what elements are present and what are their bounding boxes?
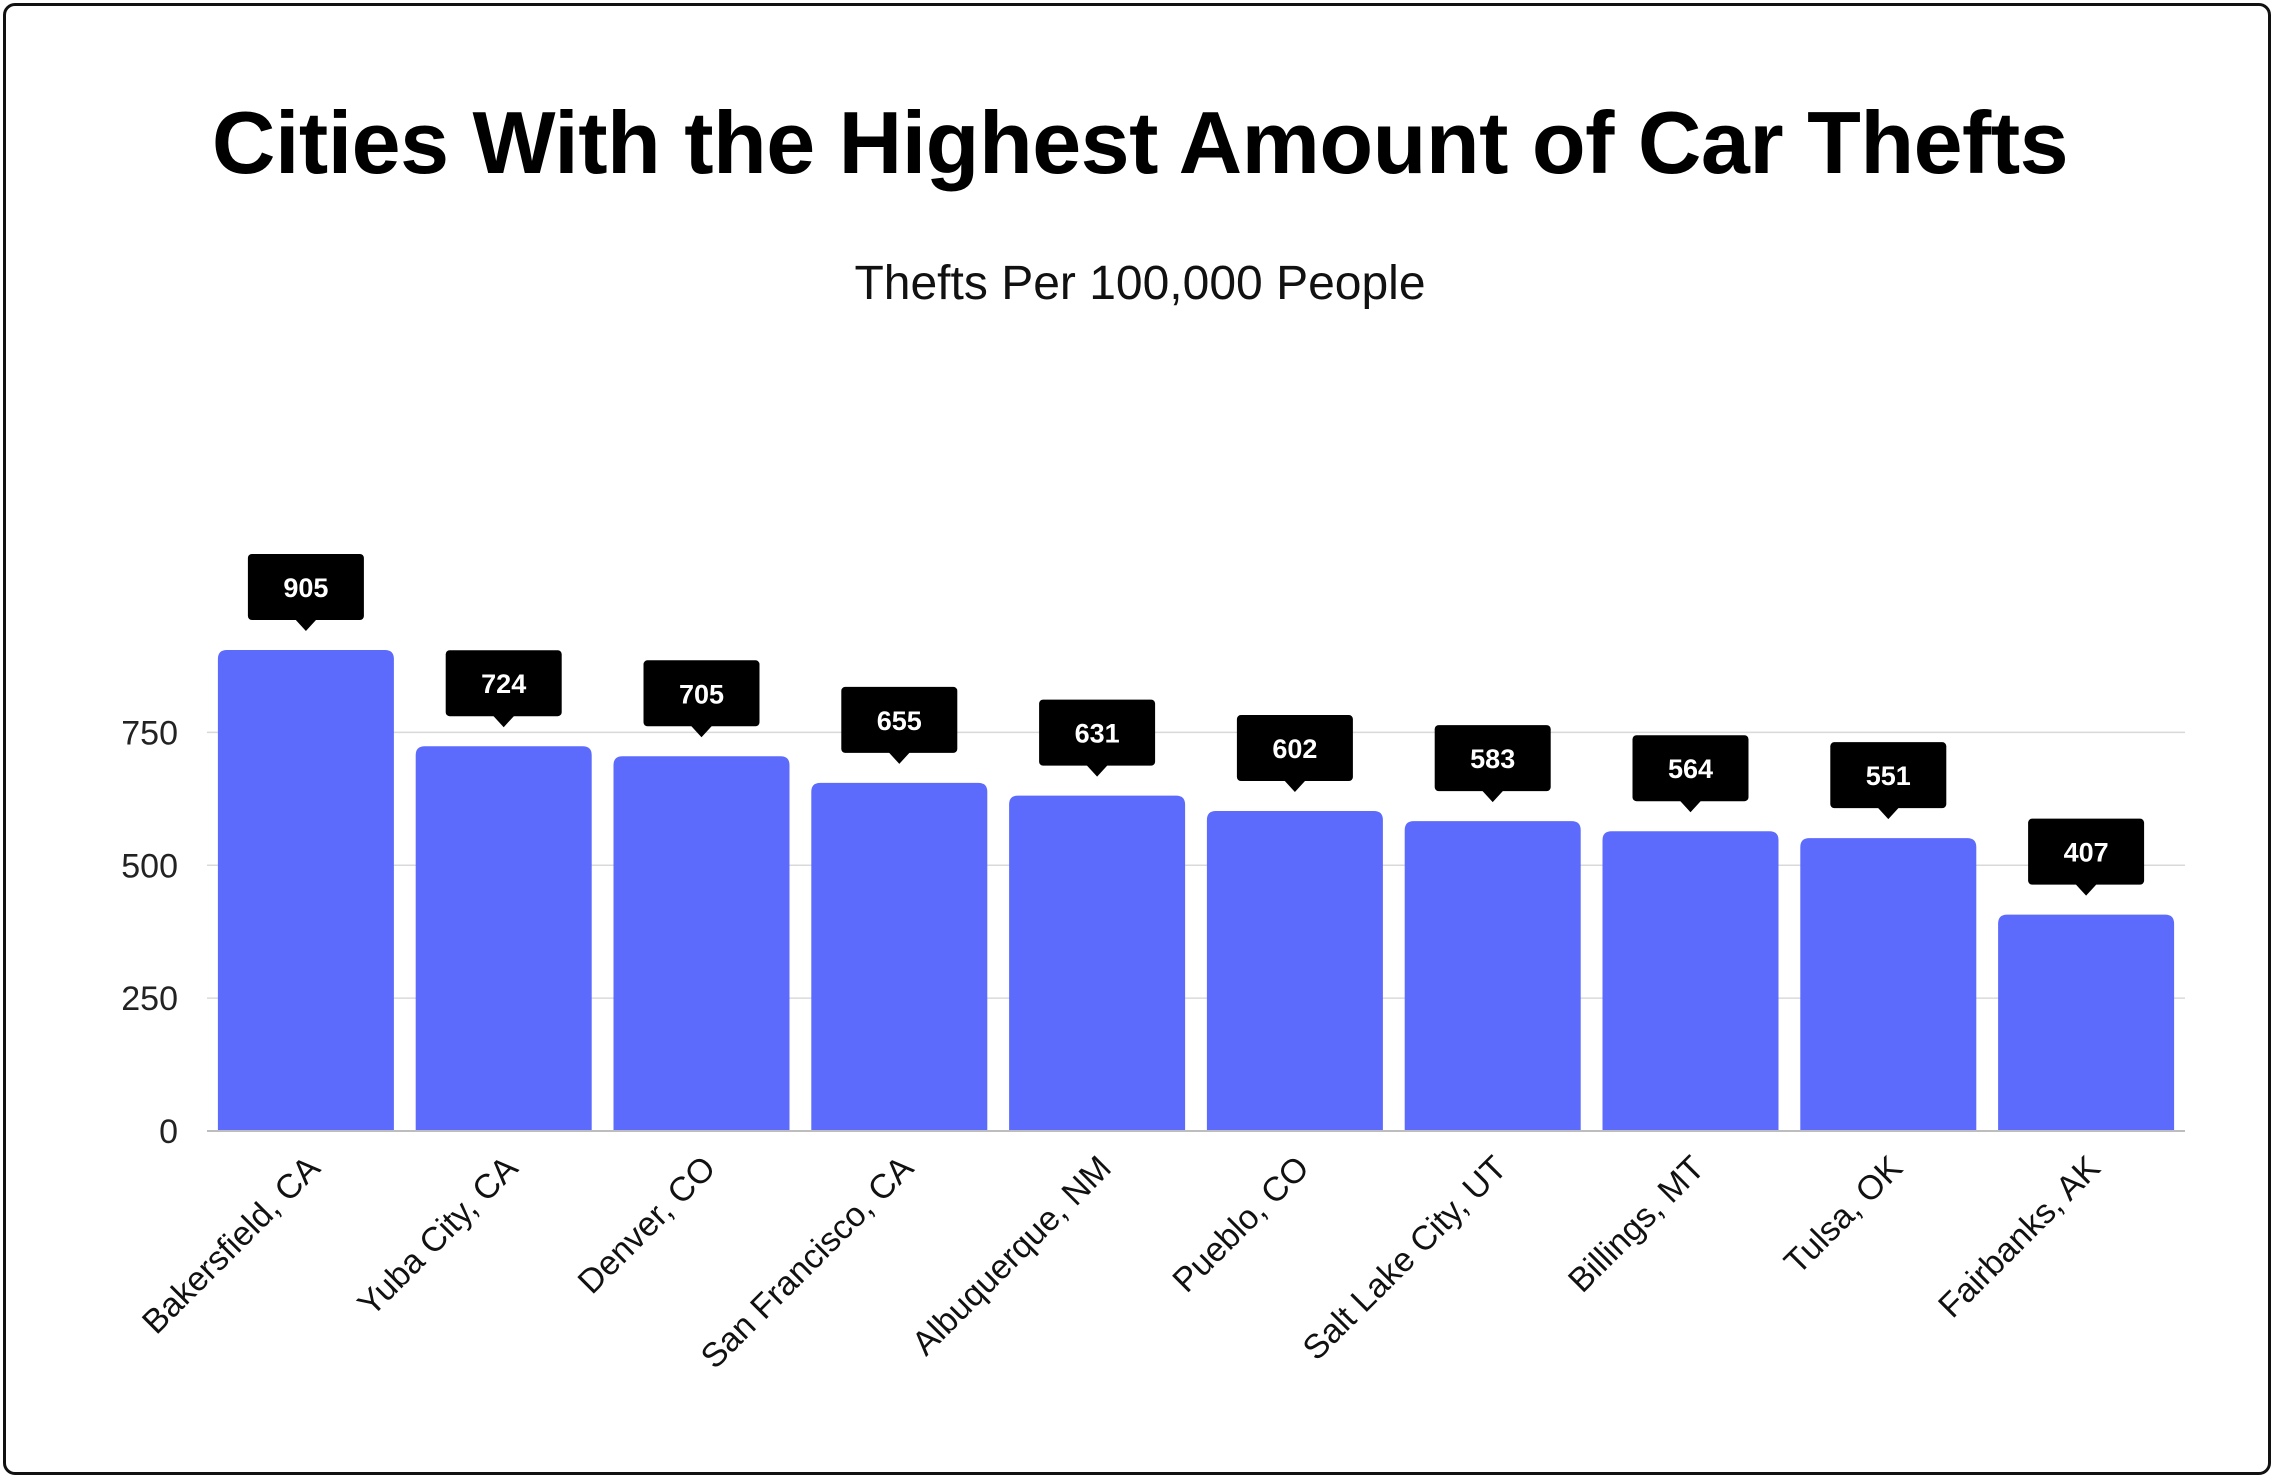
x-category-label: Tulsa, OK <box>1777 1149 1910 1282</box>
data-label-box <box>1434 725 1551 792</box>
bar <box>1206 811 1383 1131</box>
bar <box>415 746 592 1131</box>
data-label-pointer <box>1481 790 1504 803</box>
data-label-box <box>1632 735 1749 802</box>
data-label-text: 905 <box>283 573 328 603</box>
bar <box>811 782 988 1131</box>
data-label: 655 <box>841 686 958 764</box>
x-category-label: Yuba City, CA <box>351 1149 526 1324</box>
bars <box>217 649 2175 1131</box>
x-axis-categories: Bakersfield, CA Yuba City, CA Denver, COSa… <box>135 1149 2108 1377</box>
x-category-label: Salt Lake City, UT <box>1296 1149 1515 1368</box>
data-label-box <box>445 650 562 717</box>
data-label: 602 <box>1236 715 1353 793</box>
bar <box>613 756 790 1131</box>
data-label-text: 551 <box>1866 761 1911 791</box>
data-label-text: 583 <box>1470 744 1515 774</box>
x-category-label: Billings, MT <box>1561 1149 1712 1300</box>
data-label-pointer <box>294 618 317 631</box>
data-label: 583 <box>1434 725 1551 803</box>
data-label-box <box>1830 742 1947 809</box>
x-category-label: Denver, CO <box>571 1149 723 1301</box>
bar <box>1009 795 1186 1131</box>
data-label-pointer <box>690 725 713 738</box>
data-label-text: 705 <box>679 679 724 709</box>
data-label: 705 <box>643 660 760 738</box>
x-category-label: Pueblo, CO <box>1165 1149 1316 1300</box>
bar <box>1602 831 1779 1131</box>
data-label-text: 407 <box>2064 838 2109 868</box>
bar <box>1998 914 2175 1131</box>
chart-title: Cities With the Highest Amount of Car Th… <box>211 93 2069 192</box>
data-label-box <box>2028 818 2145 885</box>
y-tick-label: 0 <box>159 1113 178 1151</box>
x-category-label: Bakersfield, CA <box>135 1149 328 1342</box>
data-label-box <box>1039 699 1156 766</box>
data-label: 564 <box>1632 735 1749 813</box>
y-tick-label: 250 <box>121 980 178 1018</box>
data-label-pointer <box>1679 800 1702 813</box>
data-label-pointer <box>1877 807 1900 820</box>
data-label-pointer <box>492 715 515 728</box>
data-label-text: 602 <box>1272 734 1317 764</box>
data-label-box <box>841 686 958 753</box>
data-label-box <box>1236 715 1353 782</box>
y-tick-label: 750 <box>121 714 178 752</box>
data-label-text: 655 <box>877 706 922 736</box>
data-label-text: 724 <box>481 669 526 699</box>
data-label-pointer <box>1283 780 1306 793</box>
chart-subtitle: Thefts Per 100,000 People <box>854 257 1426 310</box>
bar <box>1404 821 1581 1131</box>
bar <box>1800 838 1977 1131</box>
x-category-label: Albuquerque, NM <box>905 1149 1119 1363</box>
data-label-text: 631 <box>1075 719 1120 749</box>
y-axis-ticks: 0 250 500 750 <box>121 714 178 1151</box>
data-label-pointer <box>1086 764 1109 777</box>
x-category-label: Fairbanks, AK <box>1931 1149 2108 1326</box>
data-label-box <box>643 660 760 727</box>
data-label: 724 <box>445 650 562 728</box>
data-label-pointer <box>888 751 911 764</box>
data-label-pointer <box>2075 883 2098 896</box>
data-label-text: 564 <box>1668 754 1713 784</box>
data-label: 631 <box>1039 699 1156 777</box>
data-label: 407 <box>2028 818 2145 896</box>
data-labels: 905 724 705 655 631 602 583 564 551 407 <box>247 553 2145 896</box>
y-tick-label: 500 <box>121 847 178 885</box>
data-label: 905 <box>247 553 364 631</box>
x-category-label: San Francisco, CA <box>694 1149 922 1377</box>
data-label-box <box>247 553 364 620</box>
bar <box>217 649 394 1131</box>
data-label: 551 <box>1830 742 1947 820</box>
